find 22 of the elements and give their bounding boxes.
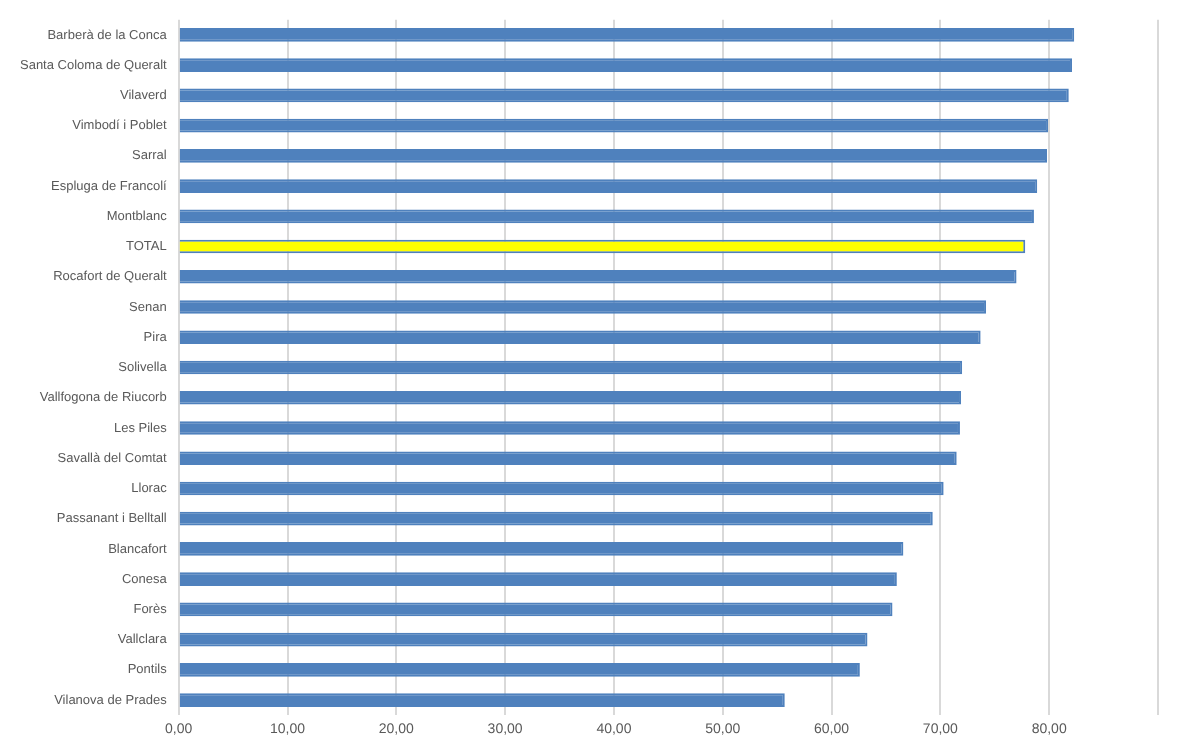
bar: [179, 632, 868, 647]
bar: [179, 693, 785, 707]
bar: [179, 149, 1048, 163]
bar: [179, 602, 893, 617]
bar: [179, 451, 957, 466]
bar: [179, 179, 1038, 193]
bar: [179, 269, 1017, 284]
bar: [179, 481, 944, 496]
bar: [179, 330, 981, 345]
bar: [179, 390, 962, 405]
bar: [179, 511, 933, 526]
bar: [179, 28, 1075, 42]
bar: [179, 88, 1069, 103]
bar: [179, 209, 1034, 224]
bar: [179, 542, 904, 556]
bar: [179, 118, 1049, 133]
bar: [179, 300, 987, 314]
bar: [179, 663, 860, 677]
bar: [179, 360, 963, 375]
bar: [179, 421, 960, 435]
bar: [179, 572, 897, 586]
bar: [179, 58, 1073, 72]
